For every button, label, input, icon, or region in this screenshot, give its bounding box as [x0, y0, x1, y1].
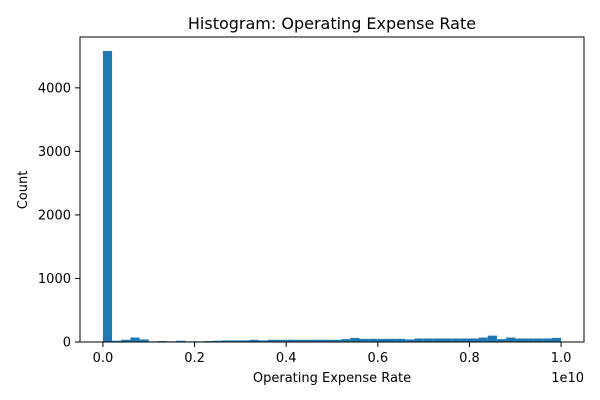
histogram-bar — [277, 339, 287, 342]
histogram-bar — [295, 339, 305, 342]
histogram-bar — [368, 338, 378, 342]
histogram-bar — [304, 339, 314, 342]
histogram-bar — [249, 339, 259, 342]
y-tick-label: 0 — [63, 336, 71, 351]
histogram-bar — [359, 338, 369, 342]
histogram-bar — [176, 340, 186, 342]
histogram-bar — [313, 339, 323, 342]
y-tick-label: 3000 — [38, 145, 71, 160]
histogram-bar — [405, 339, 415, 342]
histogram-bar — [414, 338, 424, 342]
x-tick-label: 0.2 — [184, 351, 205, 366]
histogram-bar — [386, 338, 397, 342]
x-tick-label: 0.0 — [93, 351, 114, 366]
histogram-bar — [478, 337, 488, 342]
y-axis-label: Count — [16, 171, 31, 210]
histogram-bar — [469, 338, 479, 342]
histogram-bar — [130, 337, 140, 342]
y-tick-label: 4000 — [38, 81, 71, 96]
histogram-bar — [451, 338, 461, 342]
histogram-bar — [515, 338, 525, 342]
histogram-bar — [240, 340, 250, 342]
histogram-bar — [112, 340, 122, 342]
histogram-bar — [222, 340, 232, 342]
histogram-bar — [377, 338, 387, 342]
histogram-bar — [432, 338, 442, 342]
histogram-bar — [258, 340, 268, 342]
histogram-bar — [496, 339, 507, 342]
histogram-bar — [542, 338, 552, 342]
x-tick-label: 1.0 — [551, 351, 572, 366]
chart-title: Histogram: Operating Expense Rate — [188, 14, 476, 33]
histogram-bar — [139, 339, 149, 342]
histogram-bar — [212, 340, 223, 342]
histogram-bar — [506, 337, 516, 342]
y-tick-label: 2000 — [38, 208, 71, 223]
histogram-bar — [533, 338, 543, 342]
plot-frame — [79, 36, 585, 343]
histogram-bar — [322, 339, 332, 342]
histogram-bar — [460, 338, 470, 342]
histogram-bar — [441, 338, 452, 342]
histogram-bar — [423, 338, 433, 342]
x-axis-ticks: 0.0 0.2 0.4 0.6 0.8 1.0 — [93, 342, 572, 366]
histogram-bar — [121, 339, 131, 342]
x-tick-label: 0.4 — [276, 351, 297, 366]
histogram-bar — [524, 338, 534, 342]
y-tick-label: 1000 — [38, 272, 71, 287]
y-axis-ticks: 0 1000 2000 3000 4000 — [38, 81, 80, 351]
histogram-bar — [286, 339, 296, 342]
histogram-bar — [350, 337, 360, 342]
histogram-bar — [396, 338, 406, 342]
histogram-bar — [341, 339, 351, 342]
histogram-bar — [332, 339, 342, 342]
x-axis-label: Operating Expense Rate — [253, 371, 411, 386]
histogram-bar — [267, 339, 278, 342]
histogram-bar — [102, 50, 113, 343]
histogram-bar — [487, 335, 497, 342]
x-axis-offset-text: 1e10 — [551, 371, 584, 386]
x-tick-label: 0.8 — [459, 351, 480, 366]
x-tick-label: 0.6 — [367, 351, 388, 366]
histogram-bar — [231, 340, 241, 342]
histogram-bar — [551, 337, 562, 342]
